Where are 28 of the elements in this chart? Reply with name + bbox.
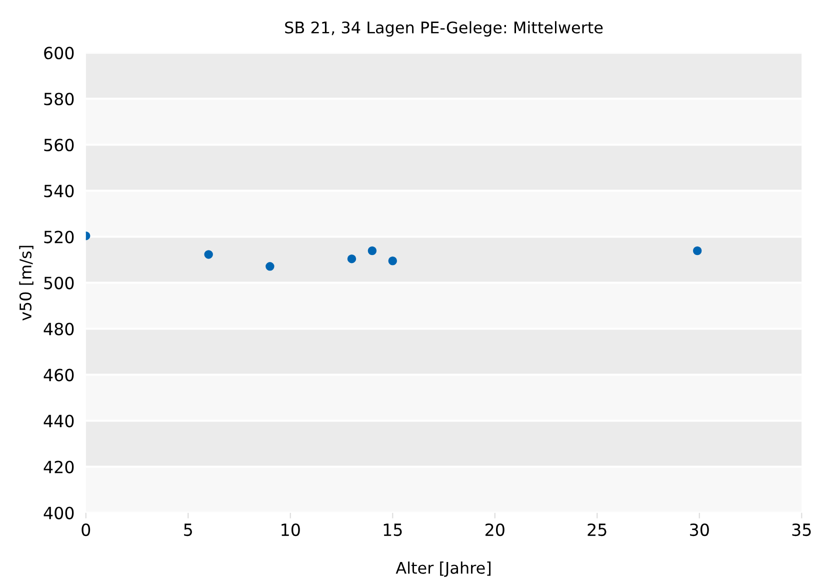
point [266, 262, 274, 271]
x-tick-label: 25 [588, 523, 606, 536]
y-tick-label: 460 [44, 368, 74, 382]
x-tick-label: 10 [282, 523, 300, 536]
x-tick-label: 5 [184, 524, 192, 536]
y-tick-label: 560 [44, 138, 74, 152]
x-axis-title: Alter [Jahre] [396, 562, 490, 577]
x-tick-label: 35 [792, 523, 811, 536]
y-axis-title: v50 [m/s] [19, 246, 34, 321]
x-tick-label: 20 [486, 523, 504, 536]
point [347, 254, 356, 264]
y-tick-label: 400 [44, 506, 74, 520]
y-tick-label: 500 [44, 276, 74, 290]
y-tick-label: 480 [44, 322, 74, 336]
y-tick-label: 580 [44, 92, 74, 106]
y-tick-label: 600 [44, 46, 74, 60]
point [692, 246, 702, 256]
x-tick-label: 30 [690, 523, 709, 536]
chart-title: SB 21, 34 Lagen PE-Gelege: Mittelwerte [285, 21, 603, 37]
y-tick-label: 420 [44, 460, 74, 474]
y-tick-label: 540 [44, 184, 74, 198]
x-tick-label: 0 [82, 523, 90, 536]
point [368, 246, 377, 256]
point [204, 250, 213, 259]
y-tick-label: 440 [44, 414, 74, 428]
x-tick-label: 15 [384, 524, 402, 536]
y-tick-label: 520 [44, 230, 74, 244]
point [388, 256, 398, 266]
